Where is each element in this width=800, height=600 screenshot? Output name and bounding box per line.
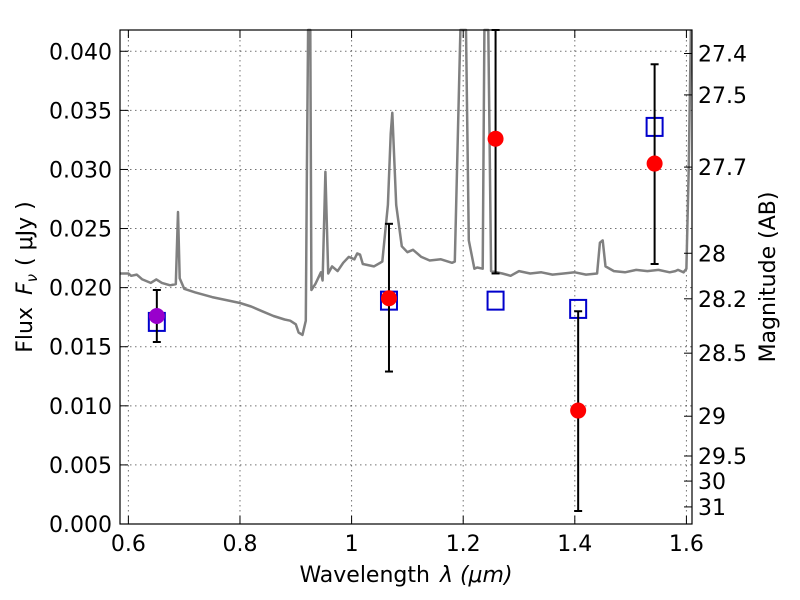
observed-flux-marker [148,308,165,324]
points-layer [147,29,664,512]
y-tick-label: 0.025 [49,218,112,243]
observed-flux-marker [646,155,663,172]
y2-tick-label: 29 [698,405,726,430]
y-tick-label: 0.035 [49,99,112,124]
y2-tick-label: 27.4 [698,43,747,68]
axes-layer: 0.6 0.8 1 1.2 1.4 1.6 0.000 0.005 0.010 0.015 0.02… [49,30,747,557]
y2-tick-label: 27.5 [698,84,747,109]
y-tick-label: 0.040 [49,40,112,65]
y2-tick-label: 29.5 [698,445,747,470]
grid-layer [120,30,692,525]
y2-tick-label: 28.2 [698,288,747,313]
x-axis-label: Wavelength λ (μm) [299,563,512,588]
model-spectrum-line [120,28,693,337]
y-tick-label: 0.030 [49,158,112,183]
y-tick-label: 0.000 [49,513,112,538]
observed-flux-marker [380,290,397,307]
y-tick-label: 0.020 [49,277,112,302]
spectrum-layer [120,28,693,337]
observed-flux-marker [570,402,587,419]
x-tick-label: 1.6 [669,532,704,557]
x-tick-label: 0.6 [111,532,146,557]
y-tick-label: 0.015 [49,336,112,361]
y-axis-label: FluxFν( μJy ) [13,201,41,352]
y-tick-label: 0.005 [49,454,112,479]
observed-flux-marker [487,130,504,147]
y2-tick-label: 28 [698,242,726,267]
x-tick-label: 1.4 [557,532,592,557]
y2-tick-label: 28.5 [698,342,747,367]
y2-tick-label: 27.7 [698,156,747,181]
y2-axis-label: Magnitude (AB) [756,192,781,363]
model-square-marker [486,290,505,311]
y2-tick-label: 30 [698,470,726,495]
y-tick-label: 0.010 [49,395,112,420]
plot-frame [119,29,693,525]
y2-tick-label: 31 [698,496,726,521]
x-tick-label: 1.2 [446,532,481,557]
x-tick-label: 0.8 [222,532,257,557]
x-tick-label: 1 [345,532,359,557]
